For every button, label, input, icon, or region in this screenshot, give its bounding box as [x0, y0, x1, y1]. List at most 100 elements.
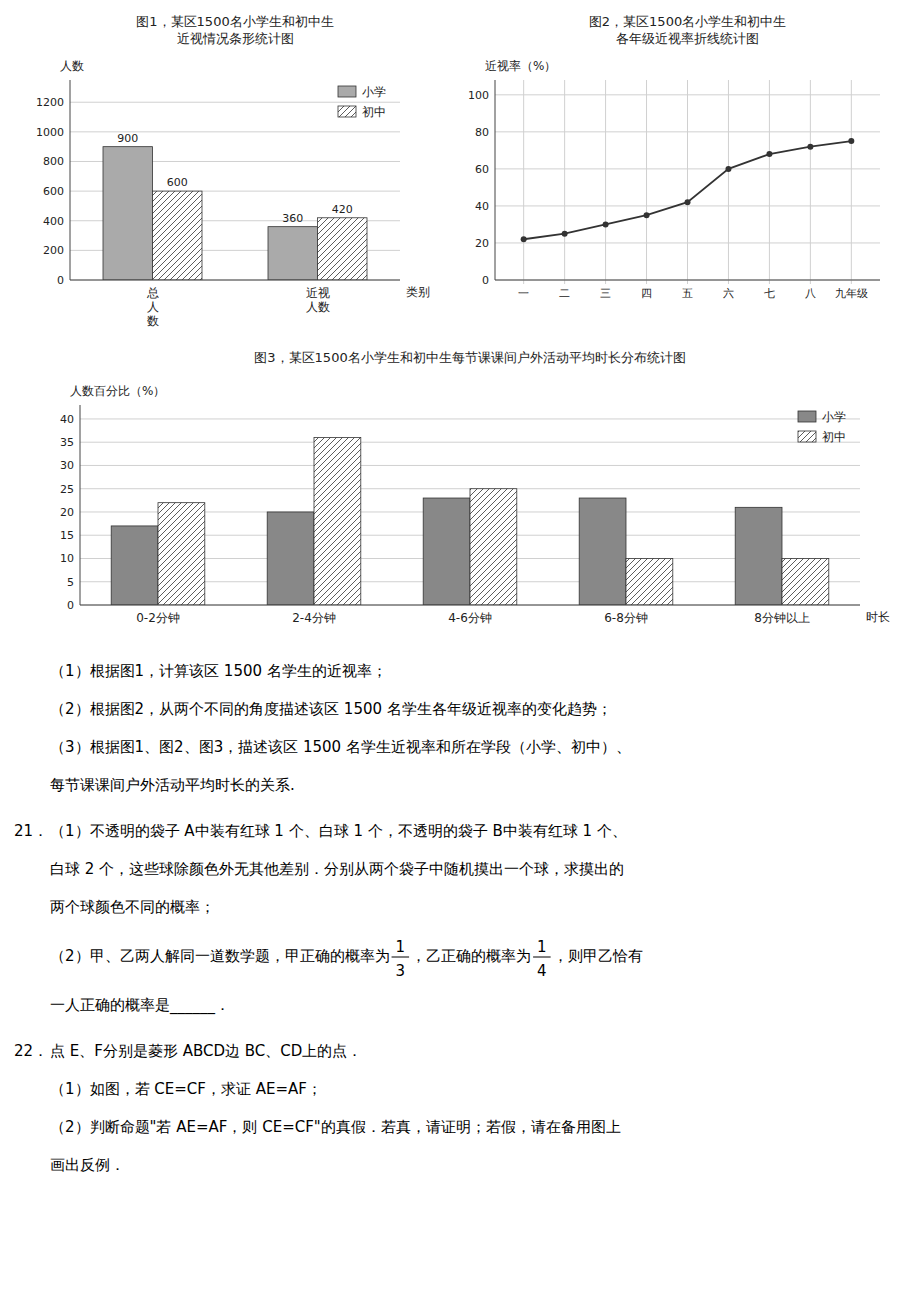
- grid-line: [70, 280, 400, 281]
- question-text: 白球 2 个，这些球除颜色外无其他差别．分别从两个袋子中随机摸出一个球，求摸出的: [50, 860, 624, 878]
- marker: [685, 199, 691, 205]
- axis-label: 近视率（%）: [485, 59, 556, 73]
- tick-label: 40: [475, 200, 489, 213]
- question-number: 21．: [14, 822, 48, 840]
- tick-label: 20: [475, 237, 489, 250]
- tick-label: 八: [805, 287, 816, 300]
- title: 图3，某区1500名小学生和初中生每节课课间户外活动平均时长分布统计图: [254, 350, 685, 365]
- tick-label: 一: [518, 287, 529, 300]
- legend-swatch: [798, 411, 816, 422]
- data-label: 900: [117, 132, 138, 145]
- tick-label: 0: [482, 274, 489, 287]
- tick-label: 六: [723, 287, 734, 300]
- axis-line: [70, 280, 400, 281]
- tick-label: 三: [600, 287, 611, 300]
- bar: [111, 526, 158, 605]
- tick-label: 35: [60, 436, 74, 449]
- grid-line: [851, 80, 852, 284]
- grid-line: [70, 102, 400, 103]
- page: 020040060080010001200图1，某区1500名小学生和初中生近视…: [0, 0, 919, 1302]
- bar: [158, 503, 205, 605]
- fraction-bar: [533, 957, 551, 958]
- marker: [725, 166, 731, 172]
- grid-line: [80, 465, 860, 466]
- bar: [103, 147, 153, 280]
- marker: [848, 138, 854, 144]
- legend: 小学初中: [798, 410, 846, 444]
- axis-line: [80, 405, 81, 605]
- tick-label: 四: [641, 287, 652, 300]
- legend-swatch: [338, 86, 356, 97]
- tick-label: 九年级: [835, 287, 868, 300]
- text-section: （1）根据图1，计算该区 1500 名学生的近视率； （2）根据图2，从两个不同的…: [14, 662, 643, 1174]
- bar: [423, 498, 470, 605]
- tick-label: 80: [475, 126, 489, 139]
- tick-label: 800: [43, 155, 64, 168]
- question-text: ，则甲乙恰有: [553, 947, 643, 965]
- legend-label: 初中: [362, 105, 386, 119]
- bar: [782, 558, 829, 605]
- data-label: 360: [282, 212, 303, 225]
- question-text: （3）根据图1、图2、图3，描述该区 1500 名学生近视率和所在学段（小学、初…: [50, 738, 631, 756]
- tick-label: 40: [60, 413, 74, 426]
- grid-line: [646, 80, 647, 284]
- tick-label: 10: [60, 552, 74, 565]
- tick-label: 4-6分钟: [448, 611, 492, 625]
- bar: [153, 191, 203, 280]
- tick-label: 0-2分钟: [136, 611, 180, 625]
- tick-label: 近视人数: [306, 286, 330, 314]
- legend-swatch: [798, 431, 816, 442]
- question-text: （1）根据图1，计算该区 1500 名学生的近视率；: [50, 662, 387, 680]
- legend-label: 小学: [822, 410, 846, 424]
- grid-line: [810, 80, 811, 284]
- question-text: （2）判断命题"若 AE=AF，则 CE=CF"的真假．若真，请证明；若假，请在…: [50, 1118, 621, 1136]
- data-label: 420: [332, 203, 353, 216]
- fraction-denominator: 4: [537, 962, 547, 980]
- grid-line: [80, 605, 860, 606]
- marker: [807, 144, 813, 150]
- question-text: （2）根据图2，从两个不同的角度描述该区 1500 名学生各年级近视率的变化趋势…: [50, 700, 612, 718]
- grid-line: [495, 280, 880, 281]
- fraction-bar: [392, 957, 410, 958]
- tick-label: 七: [764, 287, 775, 300]
- axis-line: [80, 605, 860, 606]
- grid-line: [523, 80, 524, 284]
- line: [524, 141, 852, 239]
- axis-label: 人数: [60, 59, 84, 73]
- bar: [318, 218, 368, 280]
- tick-label: 1200: [36, 96, 64, 109]
- bar: [267, 512, 314, 605]
- fraction-denominator: 3: [396, 962, 406, 980]
- tick-label: 100: [468, 89, 489, 102]
- tick-label: 25: [60, 483, 74, 496]
- grid-line: [564, 80, 565, 284]
- axis-line: [70, 80, 71, 280]
- marker: [644, 212, 650, 218]
- question-text: （1）不透明的袋子 A中装有红球 1 个、白球 1 个，不透明的袋子 B中装有红…: [50, 822, 627, 840]
- marker: [521, 236, 527, 242]
- question-number: 22．: [14, 1042, 48, 1060]
- tick-label: 五: [682, 287, 693, 300]
- legend: 小学初中: [338, 85, 386, 119]
- marker: [603, 221, 609, 227]
- question-text: 两个球颜色不同的概率；: [50, 898, 215, 916]
- question-text: （2）甲、乙两人解同一道数学题，甲正确的概率为: [50, 947, 390, 965]
- tick-label: 30: [60, 459, 74, 472]
- legend-label: 小学: [362, 85, 386, 99]
- chart: 0510152025303540图3，某区1500名小学生和初中生每节课课间户外…: [60, 350, 890, 625]
- title: 图2，某区1500名小学生和初中生各年级近视率折线统计图: [589, 14, 786, 46]
- bar: [314, 438, 361, 605]
- tick-label: 60: [475, 163, 489, 176]
- fraction-numerator: 1: [537, 938, 547, 956]
- tick-label: 15: [60, 529, 74, 542]
- tick-label: 8分钟以上: [754, 611, 810, 625]
- chart: 0 20 40 60 80 100 图2，某区1500名小学生和初中生各年级近视率折线统计图…: [468, 14, 880, 300]
- bar: [626, 558, 673, 605]
- plot-area: [103, 147, 367, 280]
- axis-line: [495, 280, 880, 281]
- question-text: （1）如图，若 CE=CF，求证 AE=AF；: [50, 1080, 322, 1098]
- bar: [268, 227, 318, 280]
- question-text: 一人正确的概率是______．: [50, 996, 230, 1015]
- bar: [579, 498, 626, 605]
- grid-line: [728, 80, 729, 284]
